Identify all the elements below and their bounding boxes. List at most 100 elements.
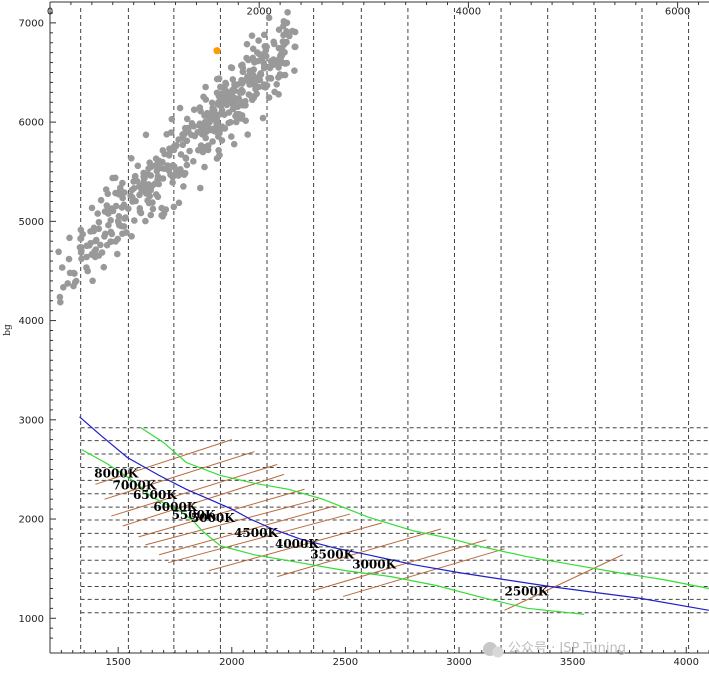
isotherm-lines [95,439,623,611]
scatter-point [234,103,241,111]
scatter-point [260,64,268,72]
scatter-point [182,155,190,162]
scatter-point [115,191,123,198]
scatter-point [76,244,84,251]
scatter-point [188,131,195,139]
scatter-point [140,169,147,177]
scatter-point [92,237,99,245]
scatter-point [275,26,283,33]
scatter-point [254,57,262,65]
scatter-point [70,282,77,290]
scatter-point [155,180,163,188]
scatter-point [265,94,273,101]
left-tick-label: 5000 [19,217,44,228]
cct-label: 3500K [310,548,354,562]
cct-label: 5500K [172,508,216,522]
scatter-point [119,230,126,237]
scatter-point [70,269,78,277]
scatter-point [87,239,94,247]
scatter-point [133,177,141,185]
scatter-point [78,255,85,263]
scatter-point [280,18,288,25]
scatter-point [107,217,114,224]
scatter-point [247,80,255,88]
left-tick-label: 3000 [19,415,44,426]
left-tick-label: 1000 [19,614,44,625]
scatter-point [292,43,299,51]
scatter-point [159,147,167,154]
scatter-point [105,210,112,217]
scatter-point [89,251,96,259]
bottom-tick-label: 4000 [674,657,699,668]
y-axis-label: bg [3,324,13,336]
top-tick-label: 0 [47,6,53,17]
scatter-point [197,184,204,192]
scatter-point [95,218,103,226]
scatter-point [249,45,257,53]
left-tick-label: 2000 [19,515,44,526]
cct-label: 6500K [133,488,177,502]
scatter-point [158,204,165,212]
scatter-point [136,191,143,199]
scatter-point [286,32,293,40]
scatter-point [259,114,267,122]
scatter-point [114,217,122,225]
scatter-point [223,89,231,96]
scatter-point [131,217,138,224]
scatter-point [255,83,262,91]
scatter-point [248,32,256,39]
scatter-point [183,161,191,169]
isotherm-line [138,488,305,538]
scatter-point [213,89,221,97]
scatter-point [142,217,149,225]
scatter-point [148,182,156,190]
watermark-text: 公众号 · ISP Tuning [508,641,626,656]
cct-label: 8000K [94,466,138,480]
scatter-point [57,298,64,306]
scatter-point [281,71,289,79]
scatter-point [266,63,274,71]
scatter-point [202,123,210,131]
scatter-point [153,167,161,175]
left-tick-label: 4000 [19,316,44,327]
scatter-point [159,175,167,182]
scatter-point [255,37,262,44]
top-tick-label: 4000 [456,6,481,17]
bottom-tick-label: 3000 [446,657,471,668]
scatter-point [129,194,136,201]
scatter-point [214,101,222,108]
scatter-point [167,129,175,136]
scatter-point [114,250,121,258]
scatter-point [134,162,142,170]
scatter-point [291,67,298,74]
scatter-point [256,76,264,84]
scatter-point [94,210,101,217]
scatter-point [215,128,222,135]
scatter-point [281,49,288,56]
scatter-point [243,54,250,62]
scatter-point [56,293,64,301]
scatter-point [265,14,273,22]
scatter-point [160,165,168,172]
scatter-point [231,82,238,90]
isotherm-line [145,498,319,546]
cct-curve-lower [81,449,585,615]
scatter-point [83,253,90,261]
scatter-point [89,277,96,285]
scatter-point [270,59,278,66]
top-tick-label: 2000 [246,6,271,17]
scatter-point [77,226,85,234]
scatter-point [170,163,178,170]
scatter-point [202,83,209,91]
isotherm-line [122,473,285,527]
cct-label: 2500K [504,584,548,598]
scatter-point [155,157,163,164]
isotherm-line [111,463,278,517]
scatter-point [176,104,184,112]
scatter-point [64,280,71,287]
cct-label: 6000K [153,500,197,514]
scatter-point [253,90,260,98]
scatter-point [95,225,103,233]
scatter-point [169,179,176,186]
grid-lines [80,8,709,653]
